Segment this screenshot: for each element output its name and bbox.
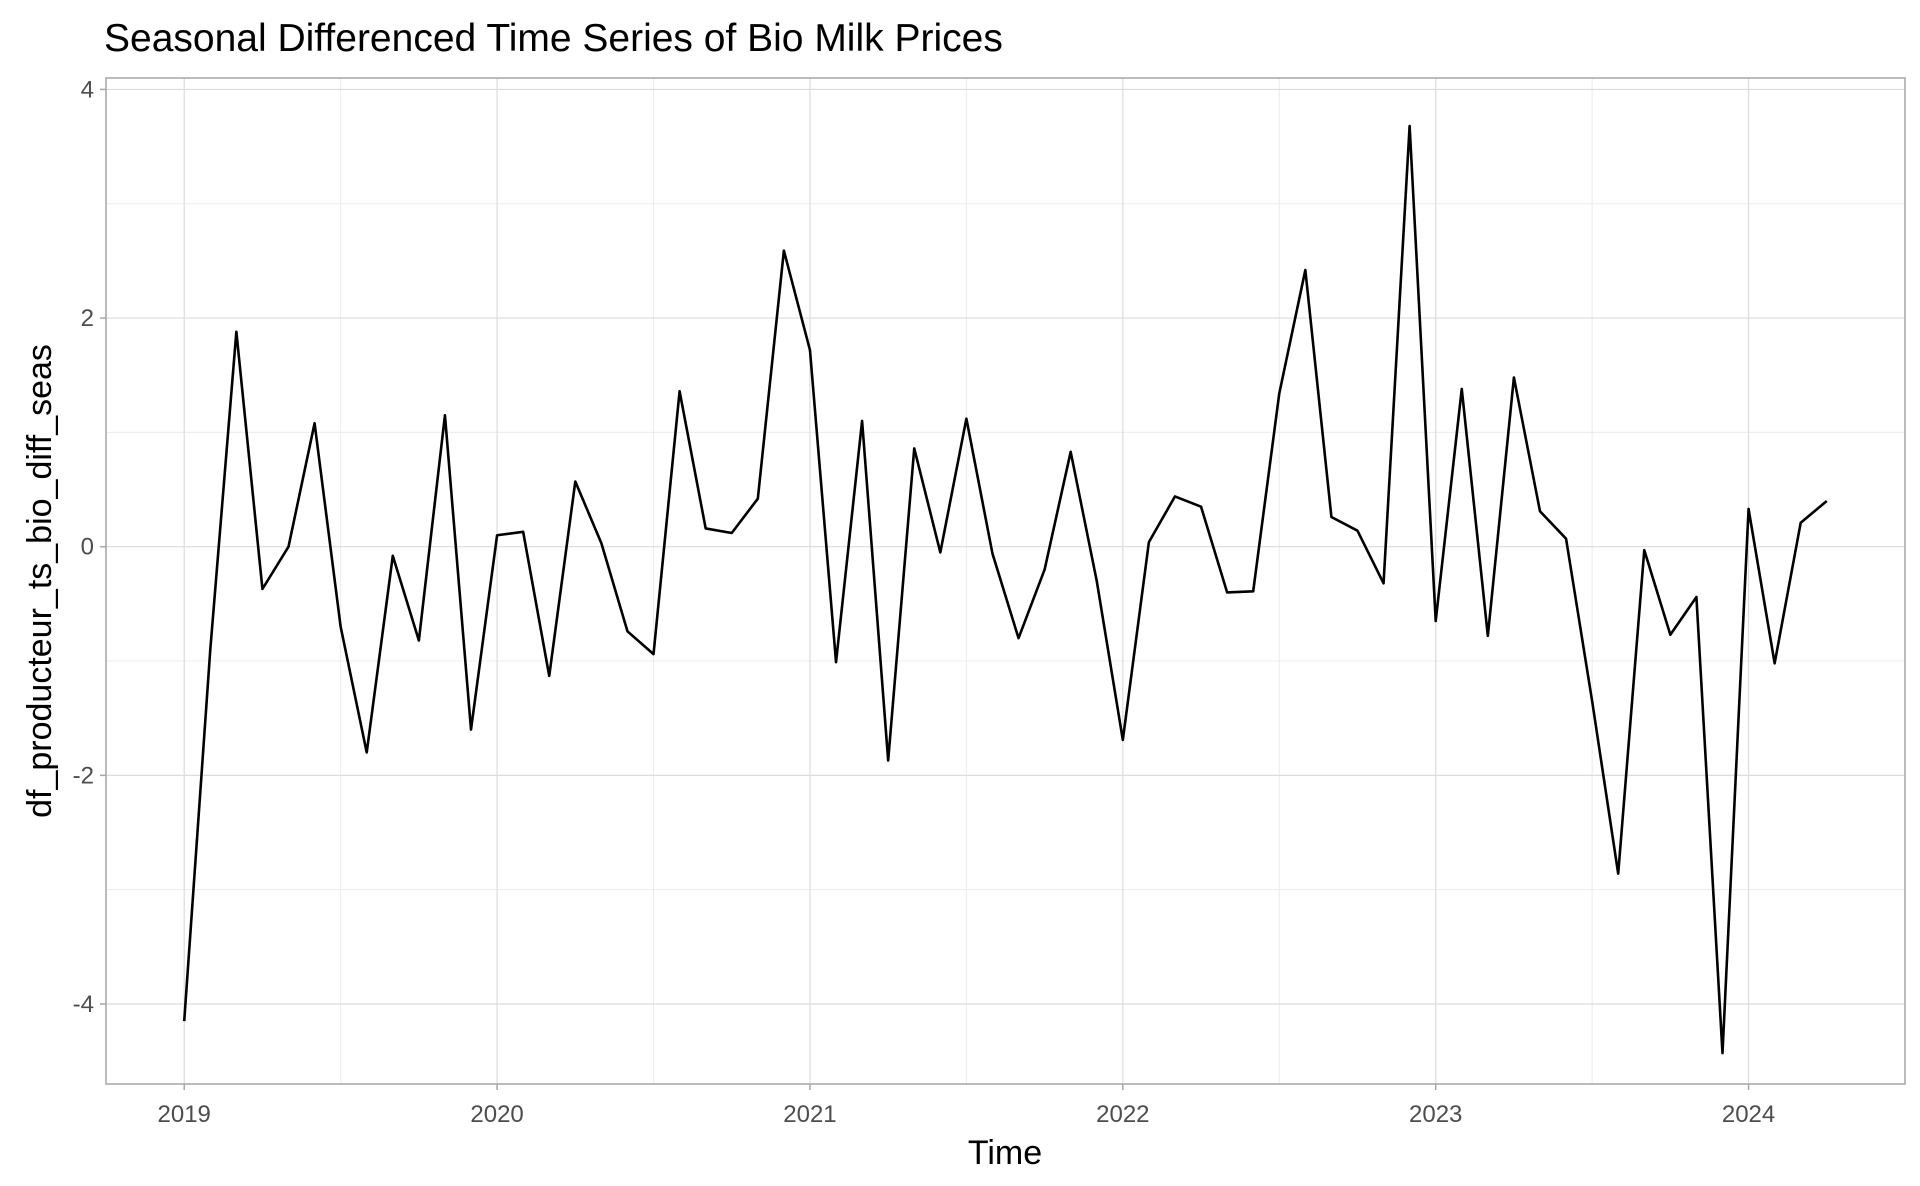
major-gridlines	[106, 78, 1905, 1084]
minor-gridlines	[106, 78, 1905, 1084]
y-tick-label: 2	[81, 305, 94, 332]
x-tick-label: 2020	[470, 1101, 523, 1128]
x-axis: 2019 2020 2021 2022 2023 2024	[158, 1084, 1775, 1128]
plot-panel	[105, 77, 1906, 1085]
chart-title: Seasonal Differenced Time Series of Bio …	[104, 17, 1003, 60]
y-tick-label: -2	[73, 762, 94, 789]
y-tick-label: 4	[81, 76, 94, 103]
y-tick-label: -4	[73, 991, 94, 1018]
x-tick-label: 2024	[1722, 1101, 1775, 1128]
y-tick-label: 0	[81, 534, 94, 561]
y-axis-title: df_producteur_ts_bio_diff_seas	[21, 344, 59, 818]
x-tick-label: 2019	[158, 1101, 211, 1128]
y-axis: -4 -2 0 2 4	[73, 76, 106, 1018]
x-axis-title: Time	[968, 1134, 1042, 1172]
series-line	[182, 124, 1828, 1055]
x-tick-label: 2023	[1409, 1101, 1462, 1128]
x-tick-label: 2021	[783, 1101, 836, 1128]
x-tick-label: 2022	[1096, 1101, 1149, 1128]
